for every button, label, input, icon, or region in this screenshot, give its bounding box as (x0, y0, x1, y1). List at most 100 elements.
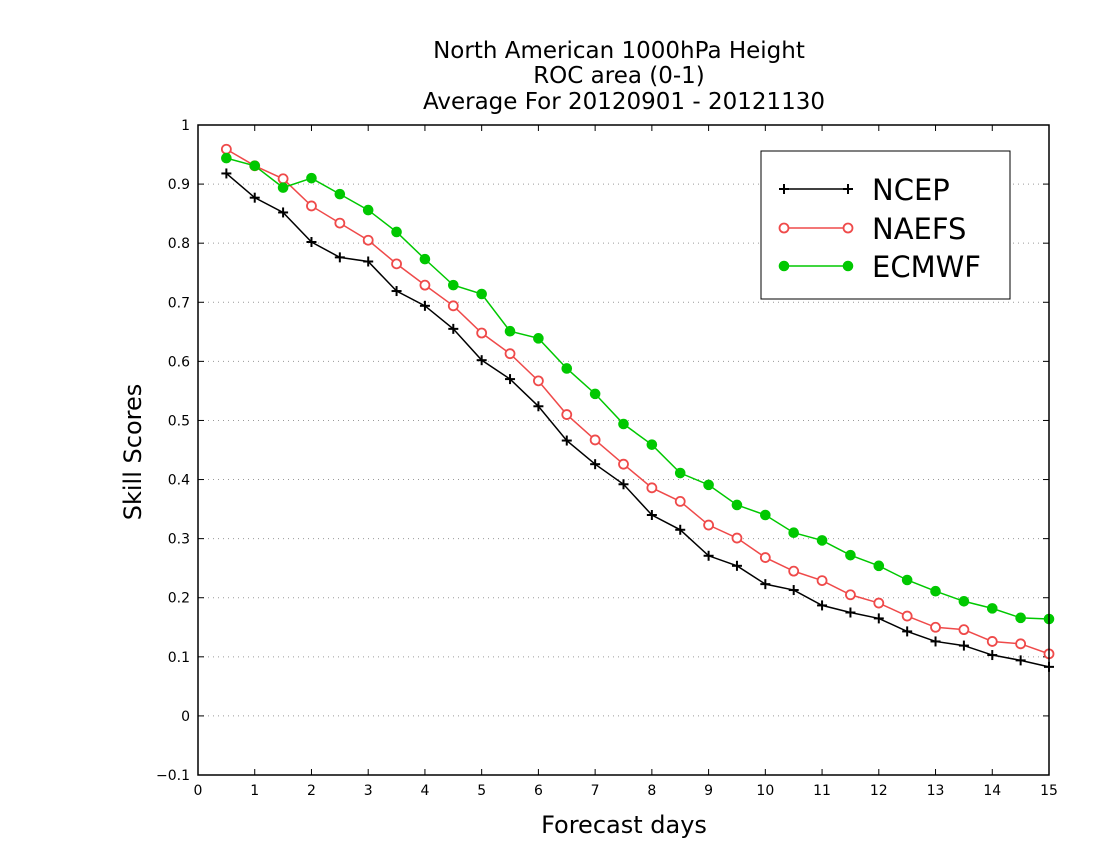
data-point-ncep (476, 355, 487, 366)
data-point-ncep (646, 510, 657, 520)
data-point-ecmwf (476, 288, 487, 300)
data-point-naefs (391, 258, 402, 270)
data-point-ecmwf (533, 333, 544, 344)
data-point-ncep (987, 650, 998, 661)
data-point-naefs (1015, 638, 1027, 650)
data-point-ecmwf (504, 325, 516, 337)
x-tick-label: 13 (927, 783, 945, 799)
data-point-ncep (760, 579, 771, 590)
series-ncep (221, 168, 1054, 672)
data-point-naefs (561, 409, 573, 420)
data-point-ecmwf (873, 560, 885, 572)
data-point-naefs (589, 434, 601, 446)
x-tick-label: 3 (364, 783, 373, 799)
data-point-naefs (703, 519, 714, 531)
data-point-ecmwf (674, 467, 686, 479)
data-point-naefs (362, 234, 374, 246)
data-point-naefs (533, 375, 544, 387)
y-tick-label: 0.1 (168, 650, 190, 666)
legend-label: NAEFS (872, 212, 966, 246)
series-naefs (220, 143, 1055, 660)
data-point-ecmwf (760, 509, 771, 521)
legend: NCEP NAEFS ECMWF (760, 150, 1011, 300)
x-tick-label: 11 (813, 783, 831, 799)
chart-title: North American 1000hPa Height ROC area (… (423, 38, 825, 115)
series-ecmwf (221, 152, 1055, 625)
data-point-ncep (1015, 655, 1026, 666)
data-point-naefs (646, 482, 658, 494)
data-point-naefs (986, 636, 998, 647)
legend-items: NCEP NAEFS ECMWF (778, 173, 981, 284)
legend-item-ncep: NCEP (779, 173, 950, 207)
axis-ticks: −0.100.10.20.30.40.50.60.70.80.910 1 2 3 4 5 6… (156, 118, 1058, 799)
data-point-naefs (220, 143, 232, 155)
data-point-naefs (447, 300, 459, 312)
data-point-ecmwf (306, 172, 317, 184)
data-point-ecmwf (901, 574, 913, 586)
data-point-ecmwf (221, 152, 232, 164)
data-point-ncep (902, 626, 913, 637)
legend-marker (843, 184, 853, 194)
y-axis-label: Skill Scores (119, 384, 147, 521)
data-point-ncep (618, 479, 629, 490)
data-point-naefs (618, 458, 629, 470)
data-point-ecmwf (419, 253, 431, 265)
data-point-ncep (334, 252, 345, 263)
data-point-ecmwf (561, 363, 573, 374)
data-point-naefs (958, 624, 970, 636)
data-point-ncep (448, 323, 459, 334)
legend-box (760, 150, 1011, 300)
data-point-ecmwf (986, 603, 998, 614)
data-point-ecmwf (703, 479, 714, 491)
y-tick-label: 0.9 (168, 177, 190, 193)
legend-label: NCEP (872, 173, 950, 207)
data-point-ecmwf (646, 439, 658, 450)
data-point-ncep (561, 435, 572, 446)
data-point-ecmwf (1015, 612, 1026, 624)
legend-label: ECMWF (872, 250, 981, 284)
legend-marker (842, 222, 854, 234)
data-point-ncep (391, 286, 402, 297)
y-tick-label: 0.3 (168, 532, 190, 548)
data-point-ncep (419, 300, 430, 311)
data-point-ncep (306, 237, 317, 247)
y-tick-label: −0.1 (156, 768, 190, 784)
y-tick-label: 0.4 (168, 473, 190, 489)
data-point-naefs (759, 552, 771, 563)
y-tick-label: 0.6 (168, 354, 190, 370)
title-line-3: Average For 20120901 - 20121130 (423, 89, 825, 115)
x-tick-label: 2 (307, 783, 316, 799)
data-point-ecmwf (589, 388, 601, 400)
data-point-ncep (845, 607, 856, 618)
data-point-naefs (731, 532, 743, 544)
data-point-ncep (958, 640, 969, 651)
data-point-naefs (788, 565, 800, 577)
y-tick-label: 0.8 (168, 236, 190, 252)
data-point-naefs (873, 597, 885, 609)
data-point-ecmwf (845, 549, 856, 561)
legend-item-ecmwf: ECMWF (778, 250, 981, 284)
data-point-naefs (334, 217, 346, 229)
data-point-ecmwf (249, 160, 261, 172)
x-tick-label: 6 (534, 783, 543, 799)
data-point-ncep (590, 459, 601, 470)
data-point-ecmwf (277, 182, 289, 193)
data-point-naefs (476, 327, 488, 339)
data-series (220, 143, 1055, 672)
data-point-naefs (930, 621, 941, 633)
x-tick-label: 10 (756, 783, 774, 799)
data-point-ecmwf (362, 204, 374, 216)
data-point-ncep (788, 585, 799, 596)
legend-item-naefs: NAEFS (778, 212, 966, 246)
data-point-ncep (930, 636, 941, 647)
data-point-ecmwf (334, 188, 346, 200)
data-point-naefs (419, 279, 431, 291)
data-point-ecmwf (788, 527, 800, 539)
x-tick-label: 0 (194, 783, 203, 799)
data-point-ncep (675, 524, 686, 535)
data-point-ncep (703, 550, 714, 561)
y-tick-label: 0.2 (168, 591, 190, 607)
data-point-ncep (221, 168, 232, 179)
data-point-naefs (277, 173, 289, 185)
